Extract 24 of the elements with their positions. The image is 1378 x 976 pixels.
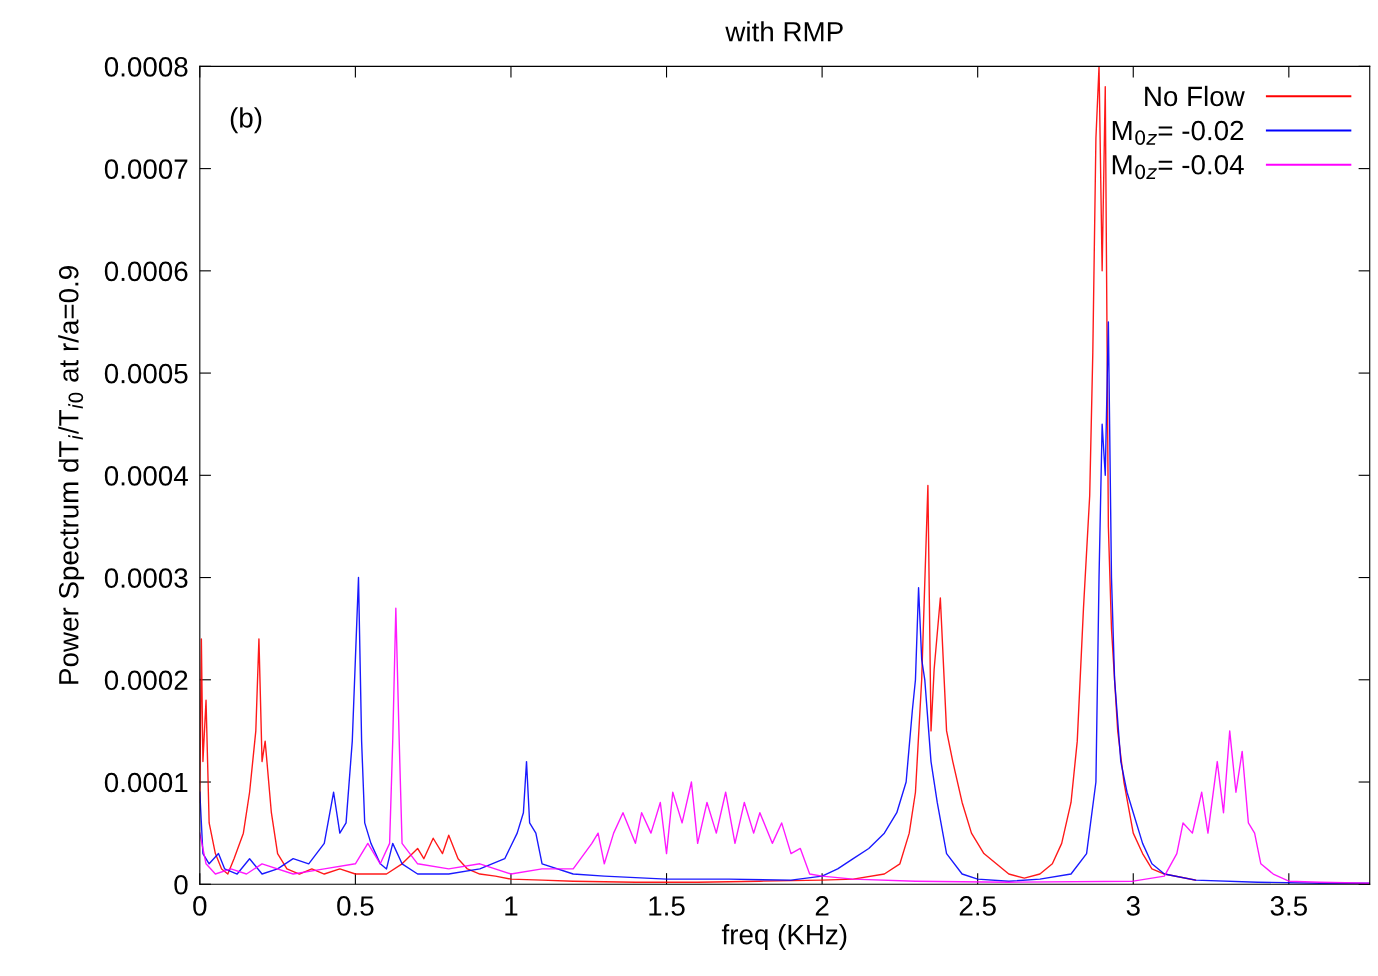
legend-label: M$_{0z}$= -0.02 [1112, 120, 1244, 145]
chart-title: with RMP [725, 21, 843, 42]
y-tick-label: 0.0006 [104, 261, 188, 282]
y-tick-label: 0.0002 [104, 670, 188, 691]
x-tick-label: 0 [193, 896, 207, 916]
x-tick-label: 1.5 [649, 896, 685, 916]
x-tick-label: 3.5 [1270, 896, 1307, 916]
x-tick-label: 0.5 [337, 896, 374, 916]
y-tick-label: 0.0004 [104, 465, 188, 486]
x-tick-label: 1 [505, 896, 518, 916]
y-axis-title: Power Spectrum dT$_{i}$/T$_{i0}$ at r/a=0.9 [58, 266, 85, 684]
x-axis-title: freq (KHz) [721, 924, 847, 950]
annotation: (b) [230, 107, 262, 134]
y-tick-label: 0.0001 [104, 772, 188, 793]
x-tick-label: 3 [1126, 896, 1140, 916]
y-tick-label: 0 [174, 874, 188, 895]
y-tick-label: 0.0005 [104, 363, 188, 384]
x-tick-label: 2 [815, 896, 829, 916]
y-tick-label: 0.0003 [104, 568, 188, 588]
legend-label: No Flow [1145, 85, 1245, 107]
legend-label: M$_{0z}$= -0.04 [1112, 154, 1244, 180]
x-tick-label: 2.5 [959, 896, 996, 916]
y-tick-label: 0.0007 [104, 159, 188, 179]
y-tick-label: 0.0008 [104, 57, 188, 77]
